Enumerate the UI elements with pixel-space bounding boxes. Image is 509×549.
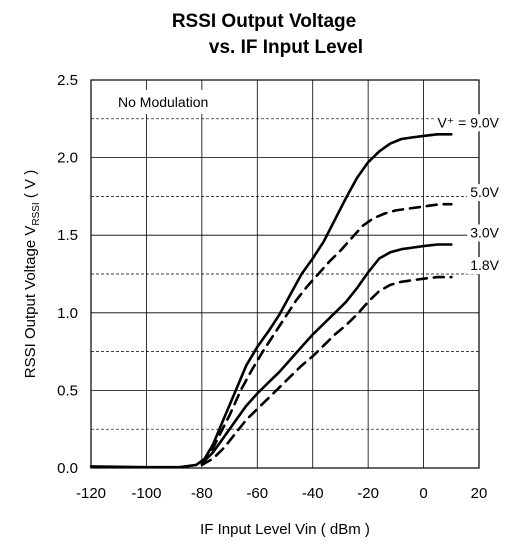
annotation-box <box>108 90 236 114</box>
series-line <box>200 202 453 465</box>
y-tick-labels: 0.0 0.5 1.0 1.5 2.0 2.5 <box>57 72 78 477</box>
x-tick-label: -80 <box>191 485 213 502</box>
x-tick-label: -60 <box>246 485 268 502</box>
x-tick-label: -100 <box>131 485 161 502</box>
plot-frame <box>90 79 480 469</box>
series-line <box>200 275 453 467</box>
y-tick-label: 0.0 <box>57 460 78 477</box>
series-label: V⁺ = 9.0V <box>438 114 500 130</box>
x-tick-label: 0 <box>419 485 427 502</box>
curve-labels: V⁺ = 9.0V 5.0V 3.0V 1.8V <box>434 114 500 275</box>
y-tick-label: 1.5 <box>57 227 78 244</box>
x-tick-label: -40 <box>302 485 324 502</box>
series-label-bg <box>467 184 500 202</box>
series-line <box>89 133 453 469</box>
series-group <box>89 133 453 469</box>
series-label-bg <box>467 257 500 275</box>
series-label-bg <box>434 114 500 132</box>
series-line <box>200 243 453 465</box>
y-axis-label: RSSI Output Voltage VRSSI ( V ) <box>22 170 42 378</box>
series-label-bg <box>467 224 500 242</box>
chart-title-line2: vs. IF Input Level <box>209 37 363 58</box>
y-tick-label: 2.0 <box>57 150 78 167</box>
series-label: 3.0V <box>470 225 499 241</box>
y-tick-label: 0.5 <box>57 382 78 399</box>
x-tick-label: -120 <box>76 485 106 502</box>
x-axis-label: IF Input Level Vin ( dBm ) <box>200 521 370 538</box>
grid <box>91 80 479 468</box>
series-label: 1.8V <box>470 257 499 273</box>
x-tick-label: 20 <box>471 485 488 502</box>
annotation-no-modulation: No Modulation <box>118 94 208 110</box>
x-tick-label: -20 <box>357 485 379 502</box>
x-tick-labels: -120 -100 -80 -60 -40 -20 0 20 <box>76 485 487 502</box>
y-tick-label: 1.0 <box>57 305 78 322</box>
y-tick-label: 2.5 <box>57 72 78 89</box>
chart-title-line1: RSSI Output Voltage <box>172 11 356 32</box>
series-label: 5.0V <box>470 184 499 200</box>
